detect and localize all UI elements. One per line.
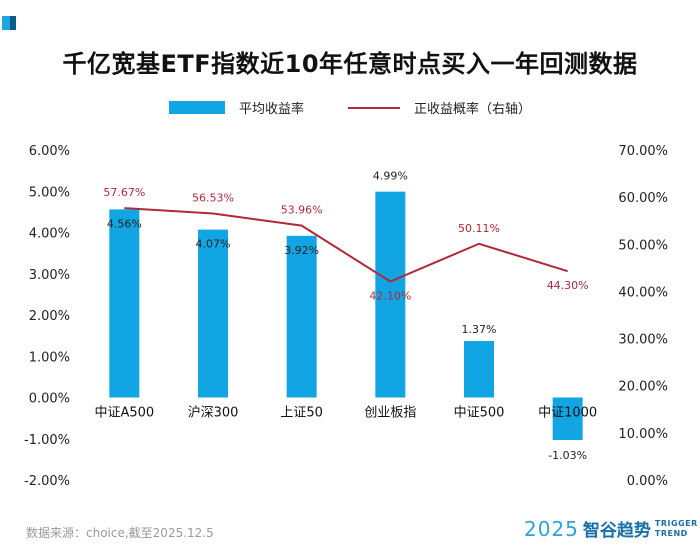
y-right-tick-label: 10.00% (618, 427, 668, 442)
legend-item-line: 正收益概率（右轴） (348, 98, 531, 117)
legend-item-bar: 平均收益率 (168, 98, 304, 117)
y-right-tick-label: 40.00% (618, 285, 668, 300)
y-left-tick-label: -2.00% (24, 474, 70, 489)
corner-accent (2, 16, 10, 30)
brand-name: 智谷趋势 (582, 521, 651, 541)
bar-data-label: -1.03% (548, 449, 587, 462)
bar-data-label: 3.92% (284, 244, 319, 257)
line-series (124, 207, 568, 283)
legend-bar-swatch (168, 101, 225, 114)
legend-line-label: 正收益概率（右轴） (414, 102, 532, 117)
y-right-tick-label: 60.00% (618, 191, 668, 206)
y-left-tick-label: 5.00% (29, 185, 70, 200)
line-data-label: 53.96% (281, 204, 323, 217)
y-left-tick-label: 6.00% (29, 144, 70, 159)
line-data-label: 50.11% (458, 222, 500, 235)
corner-accent-dark (10, 16, 16, 30)
bar (286, 235, 317, 398)
x-category-label: 中证1000 (538, 406, 597, 421)
y-left-tick-label: 0.00% (29, 392, 70, 407)
bar-data-label: 4.07% (196, 238, 231, 251)
legend-bar-label: 平均收益率 (238, 102, 304, 117)
y-left-tick-label: 3.00% (29, 268, 70, 283)
chart-legend: 平均收益率 正收益概率（右轴） (0, 98, 700, 117)
bar (109, 209, 140, 398)
bar (552, 397, 583, 440)
bar (464, 340, 494, 398)
y-left-tick-label: -1.00% (24, 433, 70, 448)
y-right-tick-label: 30.00% (618, 333, 668, 348)
brand-sub-line2: TREND (654, 528, 688, 538)
bar-data-label: 1.37% (462, 323, 497, 336)
y-right-tick-label: 70.00% (618, 144, 668, 159)
data-source-note: 数据来源：choice,截至2025.12.5 (26, 526, 214, 540)
x-category-label: 沪深300 (188, 405, 239, 421)
y-left-tick-label: 2.00% (29, 309, 70, 324)
y-left-tick-label: 1.00% (29, 350, 70, 365)
bar (198, 229, 228, 398)
y-right-tick-label: 50.00% (618, 238, 668, 253)
legend-line-swatch (348, 106, 400, 109)
brand-year: 2025 (524, 516, 579, 541)
bar-data-label: 4.56% (107, 217, 142, 230)
bar (375, 191, 406, 398)
x-category-label: 创业板指 (364, 406, 416, 421)
line-data-label: 56.53% (192, 192, 234, 205)
brand-logo: 2025 智谷趋势 TRIGGER TREND (524, 516, 698, 542)
y-left-tick-label: 4.00% (29, 227, 70, 242)
y-right-tick-label: 20.00% (618, 380, 668, 395)
y-right-tick-label: 0.00% (627, 474, 668, 489)
x-category-label: 中证500 (454, 406, 505, 421)
x-category-label: 中证A500 (94, 406, 154, 421)
bar-data-label: 4.99% (373, 170, 408, 183)
brand-sub: TRIGGER TREND (655, 519, 698, 539)
x-category-label: 上证50 (280, 406, 323, 421)
line-data-label: 57.67% (103, 186, 145, 199)
line-data-label: 44.30% (547, 279, 589, 292)
chart-title: 千亿宽基ETF指数近10年任意时点买入一年回测数据 (62, 50, 638, 78)
brand-sub-line1: TRIGGER (654, 518, 698, 528)
line-data-label: 42.10% (369, 290, 411, 303)
